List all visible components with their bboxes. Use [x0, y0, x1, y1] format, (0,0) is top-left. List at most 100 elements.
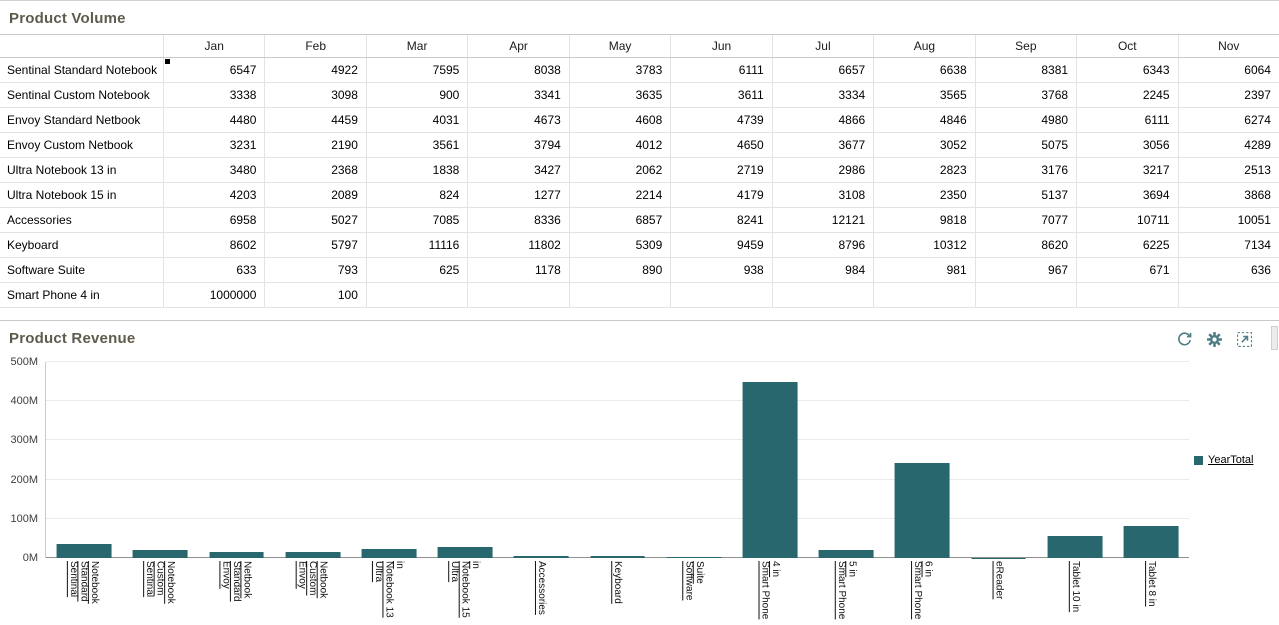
value-cell[interactable]: 4608: [569, 108, 670, 132]
value-cell[interactable]: 8038: [467, 58, 568, 82]
category-label[interactable]: eReader: [993, 561, 1004, 621]
value-cell[interactable]: 633: [163, 258, 264, 282]
legend-label[interactable]: YearTotal: [1208, 454, 1253, 466]
value-cell[interactable]: 2350: [873, 183, 974, 207]
value-cell[interactable]: 1000000: [163, 283, 264, 307]
value-cell[interactable]: 938: [670, 258, 771, 282]
column-header[interactable]: Nov: [1178, 35, 1279, 57]
value-cell[interactable]: 3231: [163, 133, 264, 157]
value-cell[interactable]: 3768: [975, 83, 1076, 107]
value-cell[interactable]: 9818: [873, 208, 974, 232]
row-header-product[interactable]: Sentinal Standard Notebook: [0, 58, 163, 82]
value-cell[interactable]: 2245: [1076, 83, 1177, 107]
category-label[interactable]: Ultra Notebook 15 in: [449, 561, 481, 621]
value-cell[interactable]: 6225: [1076, 233, 1177, 257]
value-cell[interactable]: 10051: [1178, 208, 1279, 232]
row-header-product[interactable]: Software Suite: [0, 258, 163, 282]
maximize-icon[interactable]: [1236, 331, 1253, 348]
value-cell[interactable]: 3427: [467, 158, 568, 182]
bar[interactable]: [1124, 526, 1179, 558]
value-cell[interactable]: 10711: [1076, 208, 1177, 232]
value-cell[interactable]: 2986: [772, 158, 873, 182]
value-cell[interactable]: 4739: [670, 108, 771, 132]
bar[interactable]: [1047, 536, 1102, 558]
value-cell[interactable]: 2214: [569, 183, 670, 207]
row-header-product[interactable]: Ultra Notebook 13 in: [0, 158, 163, 182]
value-cell[interactable]: 11802: [467, 233, 568, 257]
value-cell[interactable]: [467, 283, 568, 307]
value-cell[interactable]: 7134: [1178, 233, 1279, 257]
column-header[interactable]: Feb: [264, 35, 365, 57]
value-cell[interactable]: 4012: [569, 133, 670, 157]
value-cell[interactable]: 3677: [772, 133, 873, 157]
bar[interactable]: [819, 550, 874, 558]
value-cell[interactable]: 3480: [163, 158, 264, 182]
value-cell[interactable]: 671: [1076, 258, 1177, 282]
value-cell[interactable]: 100: [264, 283, 365, 307]
value-cell[interactable]: 3052: [873, 133, 974, 157]
category-label[interactable]: Keyboard: [612, 561, 623, 621]
value-cell[interactable]: 3565: [873, 83, 974, 107]
value-cell[interactable]: 4480: [163, 108, 264, 132]
column-header[interactable]: Oct: [1076, 35, 1177, 57]
value-cell[interactable]: 4289: [1178, 133, 1279, 157]
category-label[interactable]: Smart Phone 4 in: [759, 561, 780, 621]
value-cell[interactable]: [1076, 283, 1177, 307]
bar[interactable]: [57, 544, 112, 558]
value-cell[interactable]: 4866: [772, 108, 873, 132]
value-cell[interactable]: 2190: [264, 133, 365, 157]
value-cell[interactable]: 3868: [1178, 183, 1279, 207]
value-cell[interactable]: 3611: [670, 83, 771, 107]
value-cell[interactable]: 3098: [264, 83, 365, 107]
value-cell[interactable]: 6638: [873, 58, 974, 82]
value-cell[interactable]: 2089: [264, 183, 365, 207]
value-cell[interactable]: 7077: [975, 208, 1076, 232]
value-cell[interactable]: [670, 283, 771, 307]
value-cell[interactable]: 984: [772, 258, 873, 282]
column-header[interactable]: Aug: [873, 35, 974, 57]
value-cell[interactable]: 8241: [670, 208, 771, 232]
value-cell[interactable]: 4980: [975, 108, 1076, 132]
value-cell[interactable]: 3694: [1076, 183, 1177, 207]
value-cell[interactable]: 5027: [264, 208, 365, 232]
bar[interactable]: [895, 463, 950, 558]
column-header[interactable]: May: [569, 35, 670, 57]
value-cell[interactable]: 1838: [366, 158, 467, 182]
bar[interactable]: [666, 557, 721, 558]
bar[interactable]: [133, 550, 188, 558]
value-cell[interactable]: 4650: [670, 133, 771, 157]
value-cell[interactable]: 3783: [569, 58, 670, 82]
value-cell[interactable]: 6111: [1076, 108, 1177, 132]
value-cell[interactable]: 3561: [366, 133, 467, 157]
bar[interactable]: [742, 382, 797, 558]
value-cell[interactable]: 2823: [873, 158, 974, 182]
value-cell[interactable]: 3338: [163, 83, 264, 107]
value-cell[interactable]: 3794: [467, 133, 568, 157]
value-cell[interactable]: 4031: [366, 108, 467, 132]
bar[interactable]: [209, 552, 264, 558]
bar[interactable]: [590, 556, 645, 558]
row-header-product[interactable]: Keyboard: [0, 233, 163, 257]
category-label[interactable]: Accessories: [535, 561, 546, 621]
value-cell[interactable]: 4179: [670, 183, 771, 207]
value-cell[interactable]: 6274: [1178, 108, 1279, 132]
value-cell[interactable]: 9459: [670, 233, 771, 257]
value-cell[interactable]: 8381: [975, 58, 1076, 82]
row-header-product[interactable]: Envoy Custom Netbook: [0, 133, 163, 157]
row-header-product[interactable]: Ultra Notebook 15 in: [0, 183, 163, 207]
category-label[interactable]: Ultra Notebook 13 in: [372, 561, 404, 621]
column-header[interactable]: Jun: [670, 35, 771, 57]
value-cell[interactable]: 8620: [975, 233, 1076, 257]
category-label[interactable]: Sentinal Standard Notebook: [67, 561, 99, 621]
category-label[interactable]: Smart Phone 6 in: [912, 561, 933, 621]
value-cell[interactable]: 7085: [366, 208, 467, 232]
value-cell[interactable]: 5075: [975, 133, 1076, 157]
value-cell[interactable]: 10312: [873, 233, 974, 257]
value-cell[interactable]: 824: [366, 183, 467, 207]
value-cell[interactable]: [772, 283, 873, 307]
value-cell[interactable]: 4846: [873, 108, 974, 132]
value-cell[interactable]: 6857: [569, 208, 670, 232]
value-cell[interactable]: 6064: [1178, 58, 1279, 82]
value-cell[interactable]: 1178: [467, 258, 568, 282]
value-cell[interactable]: 4673: [467, 108, 568, 132]
